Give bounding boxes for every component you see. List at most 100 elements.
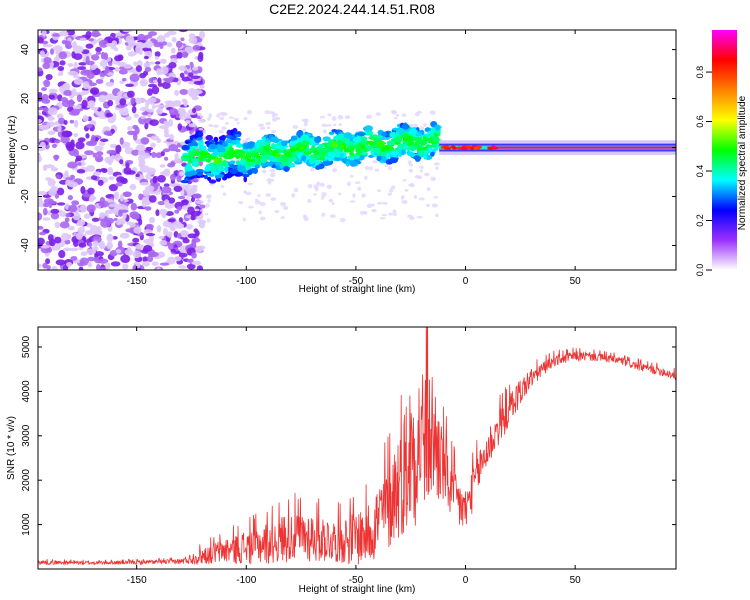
noise-blob — [167, 218, 176, 223]
signal-blob — [218, 136, 225, 141]
faint-blob — [220, 112, 227, 117]
faint-blob — [338, 123, 342, 127]
signal-blob — [328, 131, 335, 136]
signal-blob — [224, 160, 229, 167]
noise-blob — [75, 104, 82, 110]
faint-blob — [259, 202, 266, 207]
noise-blob — [38, 36, 44, 44]
noise-blob — [73, 149, 80, 158]
signal-blob — [339, 152, 345, 158]
noise-blob — [160, 151, 165, 157]
noise-blob — [176, 52, 183, 59]
faint-blob — [221, 126, 227, 131]
faint-blob — [416, 215, 423, 219]
signal-blob — [213, 136, 219, 143]
signal-blob — [258, 142, 267, 147]
faint-blob — [321, 192, 327, 197]
noise-blob — [99, 267, 107, 270]
noise-blob — [107, 99, 114, 107]
faint-blob — [408, 168, 414, 173]
faint-blob — [185, 195, 190, 201]
signal-blob — [397, 143, 405, 149]
noise-blob — [91, 32, 102, 37]
faint-blob — [271, 113, 276, 118]
noise-blob — [63, 120, 68, 126]
noise-blob — [192, 44, 201, 51]
noise-blob — [57, 65, 65, 72]
noise-blob — [106, 241, 114, 250]
noise-blob — [103, 130, 112, 136]
noise-blob — [177, 205, 182, 211]
noise-blob — [73, 61, 78, 70]
noise-blob — [95, 79, 104, 84]
noise-blob — [82, 81, 90, 90]
signal-blob — [374, 135, 380, 139]
signal-blob — [240, 159, 246, 163]
noise-blob — [42, 62, 51, 70]
signal-blob — [345, 160, 350, 167]
noise-blob — [155, 61, 161, 65]
signal-blob — [434, 124, 441, 131]
noise-blob — [71, 41, 78, 50]
noise-blob — [42, 194, 52, 198]
faint-blob — [332, 123, 337, 127]
noise-blob — [45, 258, 51, 265]
noise-blob — [92, 152, 97, 158]
noise-blob — [42, 207, 48, 216]
faint-blob — [243, 116, 248, 121]
noise-blob — [181, 76, 191, 82]
noise-blob — [130, 97, 135, 105]
noise-blob — [122, 30, 133, 33]
faint-blob — [258, 123, 265, 128]
noise-blob — [152, 175, 158, 184]
signal-blob — [376, 141, 385, 148]
noise-blob — [58, 117, 66, 125]
faint-blob — [187, 186, 192, 190]
faint-blob — [337, 192, 342, 196]
noise-blob — [47, 116, 55, 121]
noise-blob — [125, 228, 135, 233]
noise-blob — [160, 58, 167, 64]
noise-blob — [81, 99, 88, 109]
signal-blob — [204, 175, 208, 180]
noise-blob — [38, 263, 42, 269]
noise-blob — [160, 67, 165, 75]
noise-blob — [145, 223, 154, 230]
noise-blob — [143, 55, 149, 60]
signal-blob — [244, 144, 254, 149]
noise-blob — [43, 202, 49, 208]
snr-series-line — [38, 327, 676, 566]
y-tick-label: 20 — [20, 93, 31, 105]
faint-blob — [401, 199, 408, 205]
snr-panel: -150 -100 -50 0 50 1000 2000 3000 4000 5000 Heigh… — [6, 326, 677, 595]
faint-blob — [208, 113, 213, 118]
noise-blob — [151, 105, 156, 109]
noise-blob — [162, 228, 169, 236]
signal-blob — [330, 141, 338, 148]
signal-blob — [412, 141, 420, 148]
noise-blob — [105, 209, 113, 214]
signal-blob — [229, 160, 236, 164]
faint-blob — [224, 122, 230, 126]
faint-blob — [207, 198, 211, 203]
noise-blob — [59, 211, 67, 217]
noise-blob — [64, 40, 72, 49]
signal-blob — [204, 165, 211, 172]
colorbar-tick-label: 0.6 — [695, 115, 705, 128]
faint-blob — [352, 193, 356, 198]
noise-blob — [38, 237, 45, 245]
signal-blob — [349, 151, 355, 156]
signal-blob — [209, 165, 217, 173]
signal-blob — [317, 150, 326, 156]
noise-blob — [154, 56, 159, 60]
faint-blob — [393, 116, 398, 120]
signal-blob — [275, 161, 284, 166]
faint-blob — [269, 178, 275, 182]
noise-blob — [75, 232, 83, 240]
noise-blob — [113, 191, 120, 200]
signal-blob — [329, 151, 339, 155]
noise-blob — [163, 133, 170, 138]
noise-blob — [58, 31, 69, 37]
noise-blob — [56, 202, 66, 206]
noise-blob — [92, 171, 101, 176]
